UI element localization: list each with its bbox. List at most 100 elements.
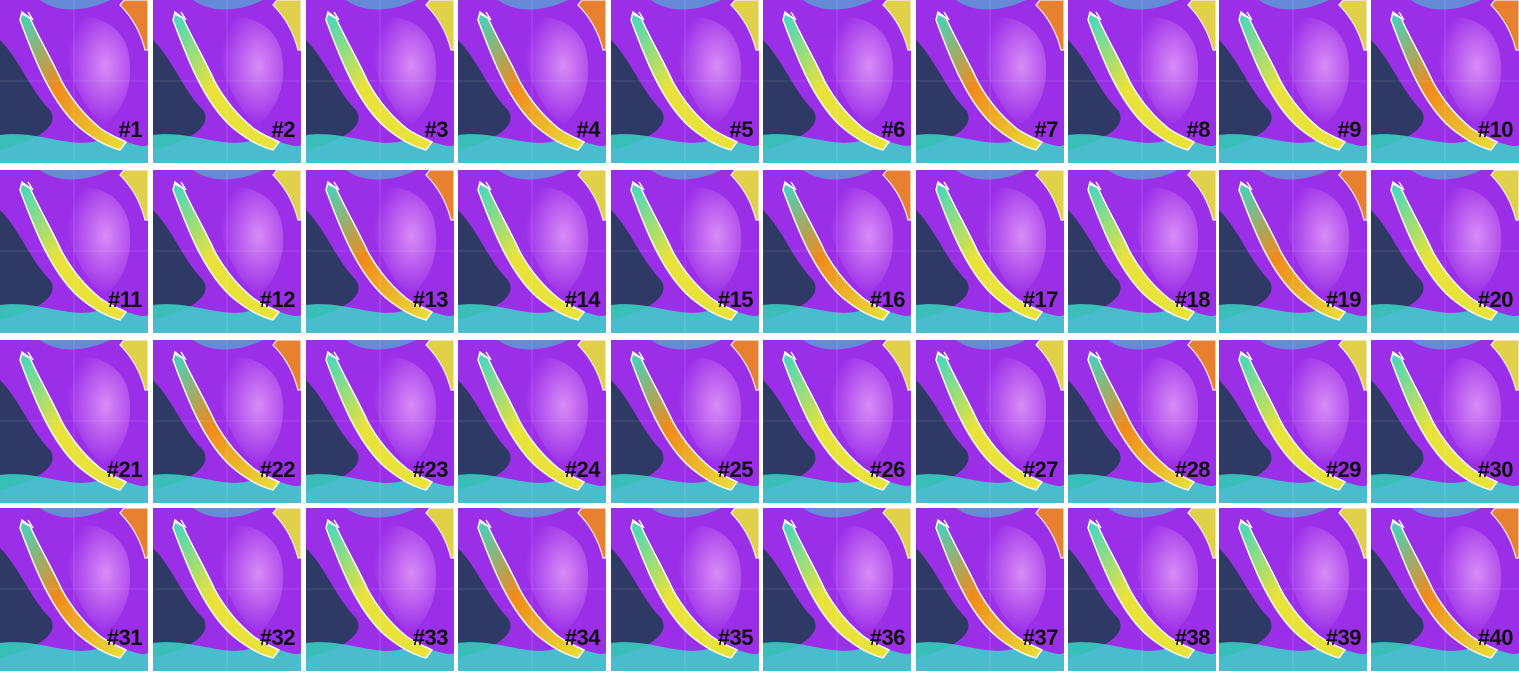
north-water [803,508,873,518]
red-sea [935,518,1044,659]
north-water [956,0,1026,10]
gulf [1490,0,1519,51]
west-water [1068,380,1121,490]
gulf [119,508,148,559]
gulf [1035,170,1064,221]
gulf [730,508,759,559]
west-water [0,548,53,658]
west-water [1371,380,1424,490]
peninsula [1279,187,1350,295]
peninsula [823,17,894,126]
north-water [498,508,568,518]
map-image [916,0,1064,163]
panel-label: #23 [412,457,449,482]
west-water [1219,548,1272,658]
west-water [1219,40,1272,150]
map-panel: #32 [153,508,301,671]
peninsula [366,17,437,126]
map-panel: #4 [458,0,606,163]
map-image [458,170,606,333]
map-panel: #5 [611,0,759,163]
panel-label: #14 [564,287,601,312]
gulf [1338,170,1367,221]
coast-inlet [1392,181,1405,191]
peninsula [1279,525,1350,633]
north-water [1411,0,1481,10]
peninsula [213,525,284,633]
red-sea [782,518,891,659]
peninsula [1128,17,1199,126]
red-sea [782,10,891,151]
panel-label: #40 [1477,625,1514,650]
coast-inlet [1392,351,1405,361]
west-water [916,548,969,658]
coast-inlet [174,11,187,21]
north-water [803,340,873,350]
coast-inlet [937,351,950,361]
north-water [346,0,416,10]
gulf [1187,0,1216,51]
coast-inlet [479,351,492,361]
west-water [916,380,969,490]
map-panel: #6 [763,0,911,163]
gulf [1187,170,1216,221]
coast-inlet [1240,519,1253,529]
coast-inlet [479,519,492,529]
map-image [1371,508,1519,671]
map-image [458,508,606,671]
map-image [611,0,759,163]
north-water [803,0,873,10]
red-sea [172,350,281,491]
coast-inlet [327,11,340,21]
north-water [956,340,1026,350]
panel-label: #39 [1325,625,1362,650]
north-water [651,340,721,350]
coast-inlet [479,11,492,21]
north-water [1411,508,1481,518]
map-panel: #38 [1068,508,1216,671]
map-image [916,508,1064,671]
map-image [1371,340,1519,503]
coast-inlet [1089,11,1102,21]
north-water [40,508,110,518]
map-panel: #34 [458,508,606,671]
red-sea [1390,350,1499,491]
red-sea [782,350,891,491]
peninsula [671,187,742,295]
north-water [651,0,721,10]
red-sea [325,10,434,151]
coast-inlet [1240,181,1253,191]
north-water [1108,170,1178,180]
coast-inlet [1392,11,1405,21]
peninsula [976,17,1047,126]
red-sea [172,518,281,659]
map-panel: #12 [153,170,301,333]
map-panel: #27 [916,340,1064,503]
map-panel: #39 [1219,508,1367,671]
red-sea [1238,180,1347,321]
panel-label: #9 [1337,117,1362,142]
red-sea [630,180,739,321]
north-water [651,508,721,518]
red-sea [1238,350,1347,491]
map-panel: #7 [916,0,1064,163]
north-water [1259,0,1329,10]
map-panel: #19 [1219,170,1367,333]
map-image [1219,340,1367,503]
coast-inlet [784,519,797,529]
west-water [916,40,969,150]
west-water [306,40,359,150]
map-panel: #1 [0,0,148,163]
coast-inlet [937,181,950,191]
panel-label: #37 [1022,625,1059,650]
panel-label: #8 [1186,117,1211,142]
map-panel: #16 [763,170,911,333]
gulf [1035,340,1064,391]
panel-label: #4 [576,117,601,142]
coast-inlet [174,351,187,361]
red-sea [630,518,739,659]
map-image [306,0,454,163]
panel-label: #38 [1174,625,1211,650]
map-image [1219,0,1367,163]
west-water [153,40,206,150]
